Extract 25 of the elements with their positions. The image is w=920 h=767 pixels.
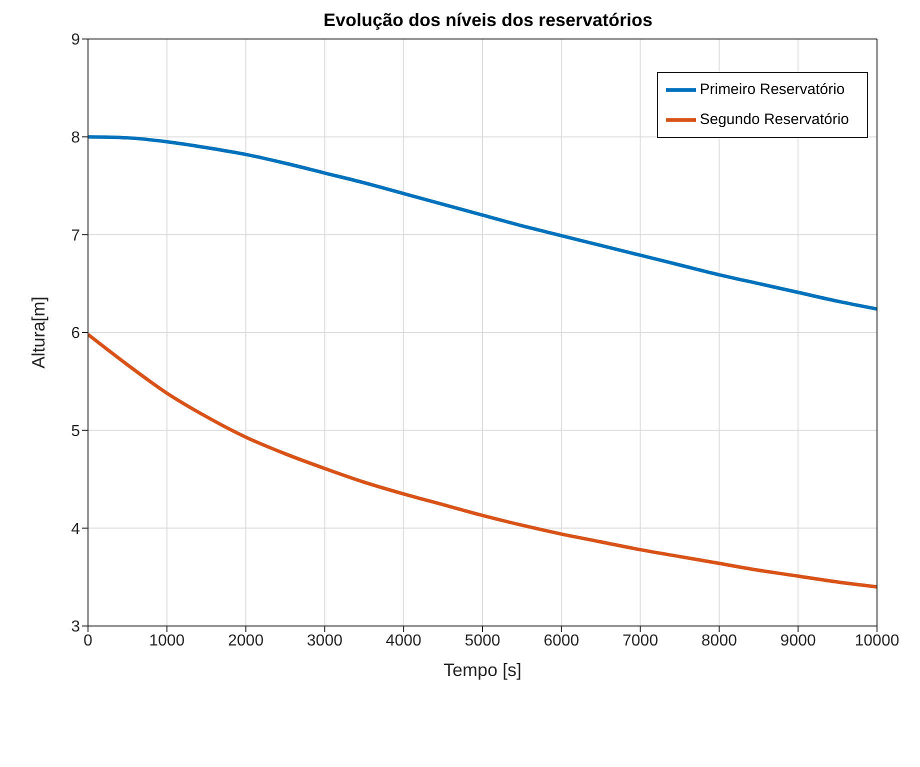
- line-series: [88, 135, 877, 311]
- x-tick-label: 2000: [228, 632, 264, 650]
- x-tick-label: 8000: [701, 632, 738, 650]
- x-tick-label: 1000: [149, 632, 185, 650]
- legend-label: Segundo Reservatório: [700, 110, 849, 128]
- y-axis-title: Altura[m]: [28, 296, 48, 369]
- x-tick-label: 5000: [464, 632, 500, 650]
- x-tick-label: 9000: [780, 632, 816, 650]
- y-tick-label: 6: [71, 325, 80, 342]
- chart-title: Evolução dos níveis dos reservatórios: [322, 9, 654, 32]
- line-series: [88, 332, 877, 589]
- legend-label: Primeiro Reservatório: [700, 80, 845, 98]
- y-tick-label: 9: [71, 32, 80, 49]
- x-tick-label: 6000: [544, 632, 580, 650]
- x-tick-label: 0: [84, 632, 93, 650]
- x-tick-label: 10000: [854, 632, 900, 650]
- y-tick-label: 5: [71, 423, 80, 440]
- x-tick-label: 3000: [306, 632, 343, 650]
- y-tick-label: 8: [71, 130, 80, 147]
- y-tick-label: 7: [71, 227, 80, 244]
- x-tick-label: 7000: [622, 632, 658, 650]
- x-tick-label: 4000: [386, 632, 422, 650]
- y-tick-label: 3: [71, 618, 80, 636]
- y-tick-label: 4: [71, 520, 80, 538]
- x-axis-title: Tempo [s]: [443, 660, 522, 680]
